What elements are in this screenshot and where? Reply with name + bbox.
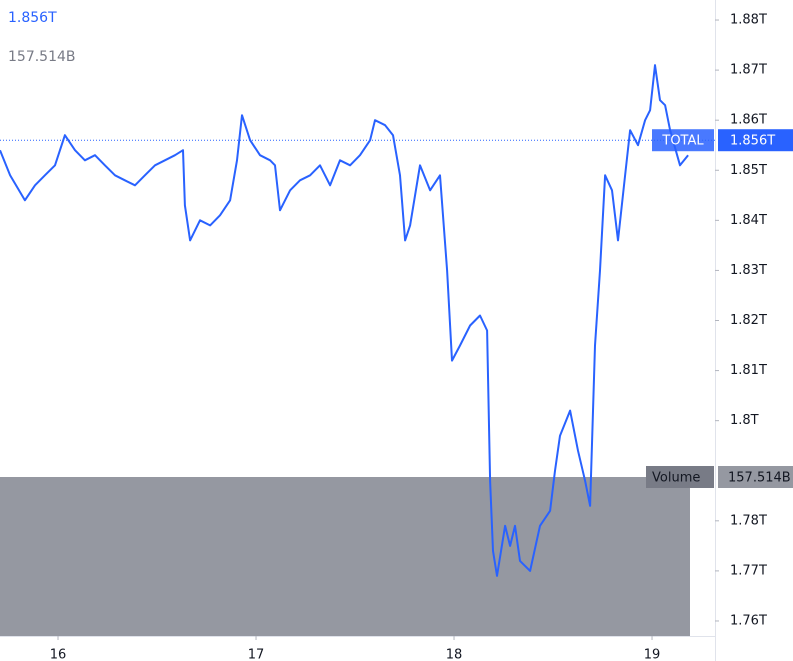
y-tick-label: 1.77T bbox=[730, 563, 767, 578]
y-tick-label: 1.78T bbox=[730, 513, 767, 528]
x-tick-label: 18 bbox=[446, 648, 463, 661]
legend-volume: 157.514B bbox=[8, 49, 76, 65]
y-tick-label: 1.86T bbox=[730, 113, 767, 128]
volume-name: Volume bbox=[652, 471, 700, 486]
y-tick-label: 1.84T bbox=[730, 213, 767, 228]
y-tick-label: 1.8T bbox=[730, 413, 759, 428]
price-line bbox=[0, 64, 689, 577]
y-tick-label: 1.85T bbox=[730, 163, 767, 178]
y-tick-label: 1.76T bbox=[730, 613, 767, 628]
axes: 1.76T 1.77T 1.78T 1.8T 1.81T 1.82T 1.83T 1.84T 1… bbox=[50, 13, 793, 661]
legend-price: 1.856T bbox=[8, 10, 57, 26]
x-tick-label: 16 bbox=[50, 648, 67, 661]
y-tick-label: 1.88T bbox=[730, 13, 767, 28]
plot-area bbox=[0, 64, 715, 636]
series-name: TOTAL bbox=[661, 134, 704, 149]
x-tick-label: 17 bbox=[248, 648, 265, 661]
current-price-label: 1.856T bbox=[730, 134, 775, 149]
y-tick-label: 1.83T bbox=[730, 263, 767, 278]
volume-bar bbox=[0, 477, 690, 636]
x-tick-label: 19 bbox=[644, 648, 661, 661]
volume-value-tag bbox=[718, 466, 793, 488]
volume-name-tag bbox=[646, 466, 714, 488]
series-name-tag bbox=[652, 129, 714, 152]
y-tick-label: 1.81T bbox=[730, 363, 767, 378]
y-tick-label: 1.87T bbox=[730, 63, 767, 78]
y-tick-label: 1.82T bbox=[730, 313, 767, 328]
current-price-tag bbox=[718, 129, 793, 152]
volume-value-label: 157.514B bbox=[728, 471, 791, 486]
